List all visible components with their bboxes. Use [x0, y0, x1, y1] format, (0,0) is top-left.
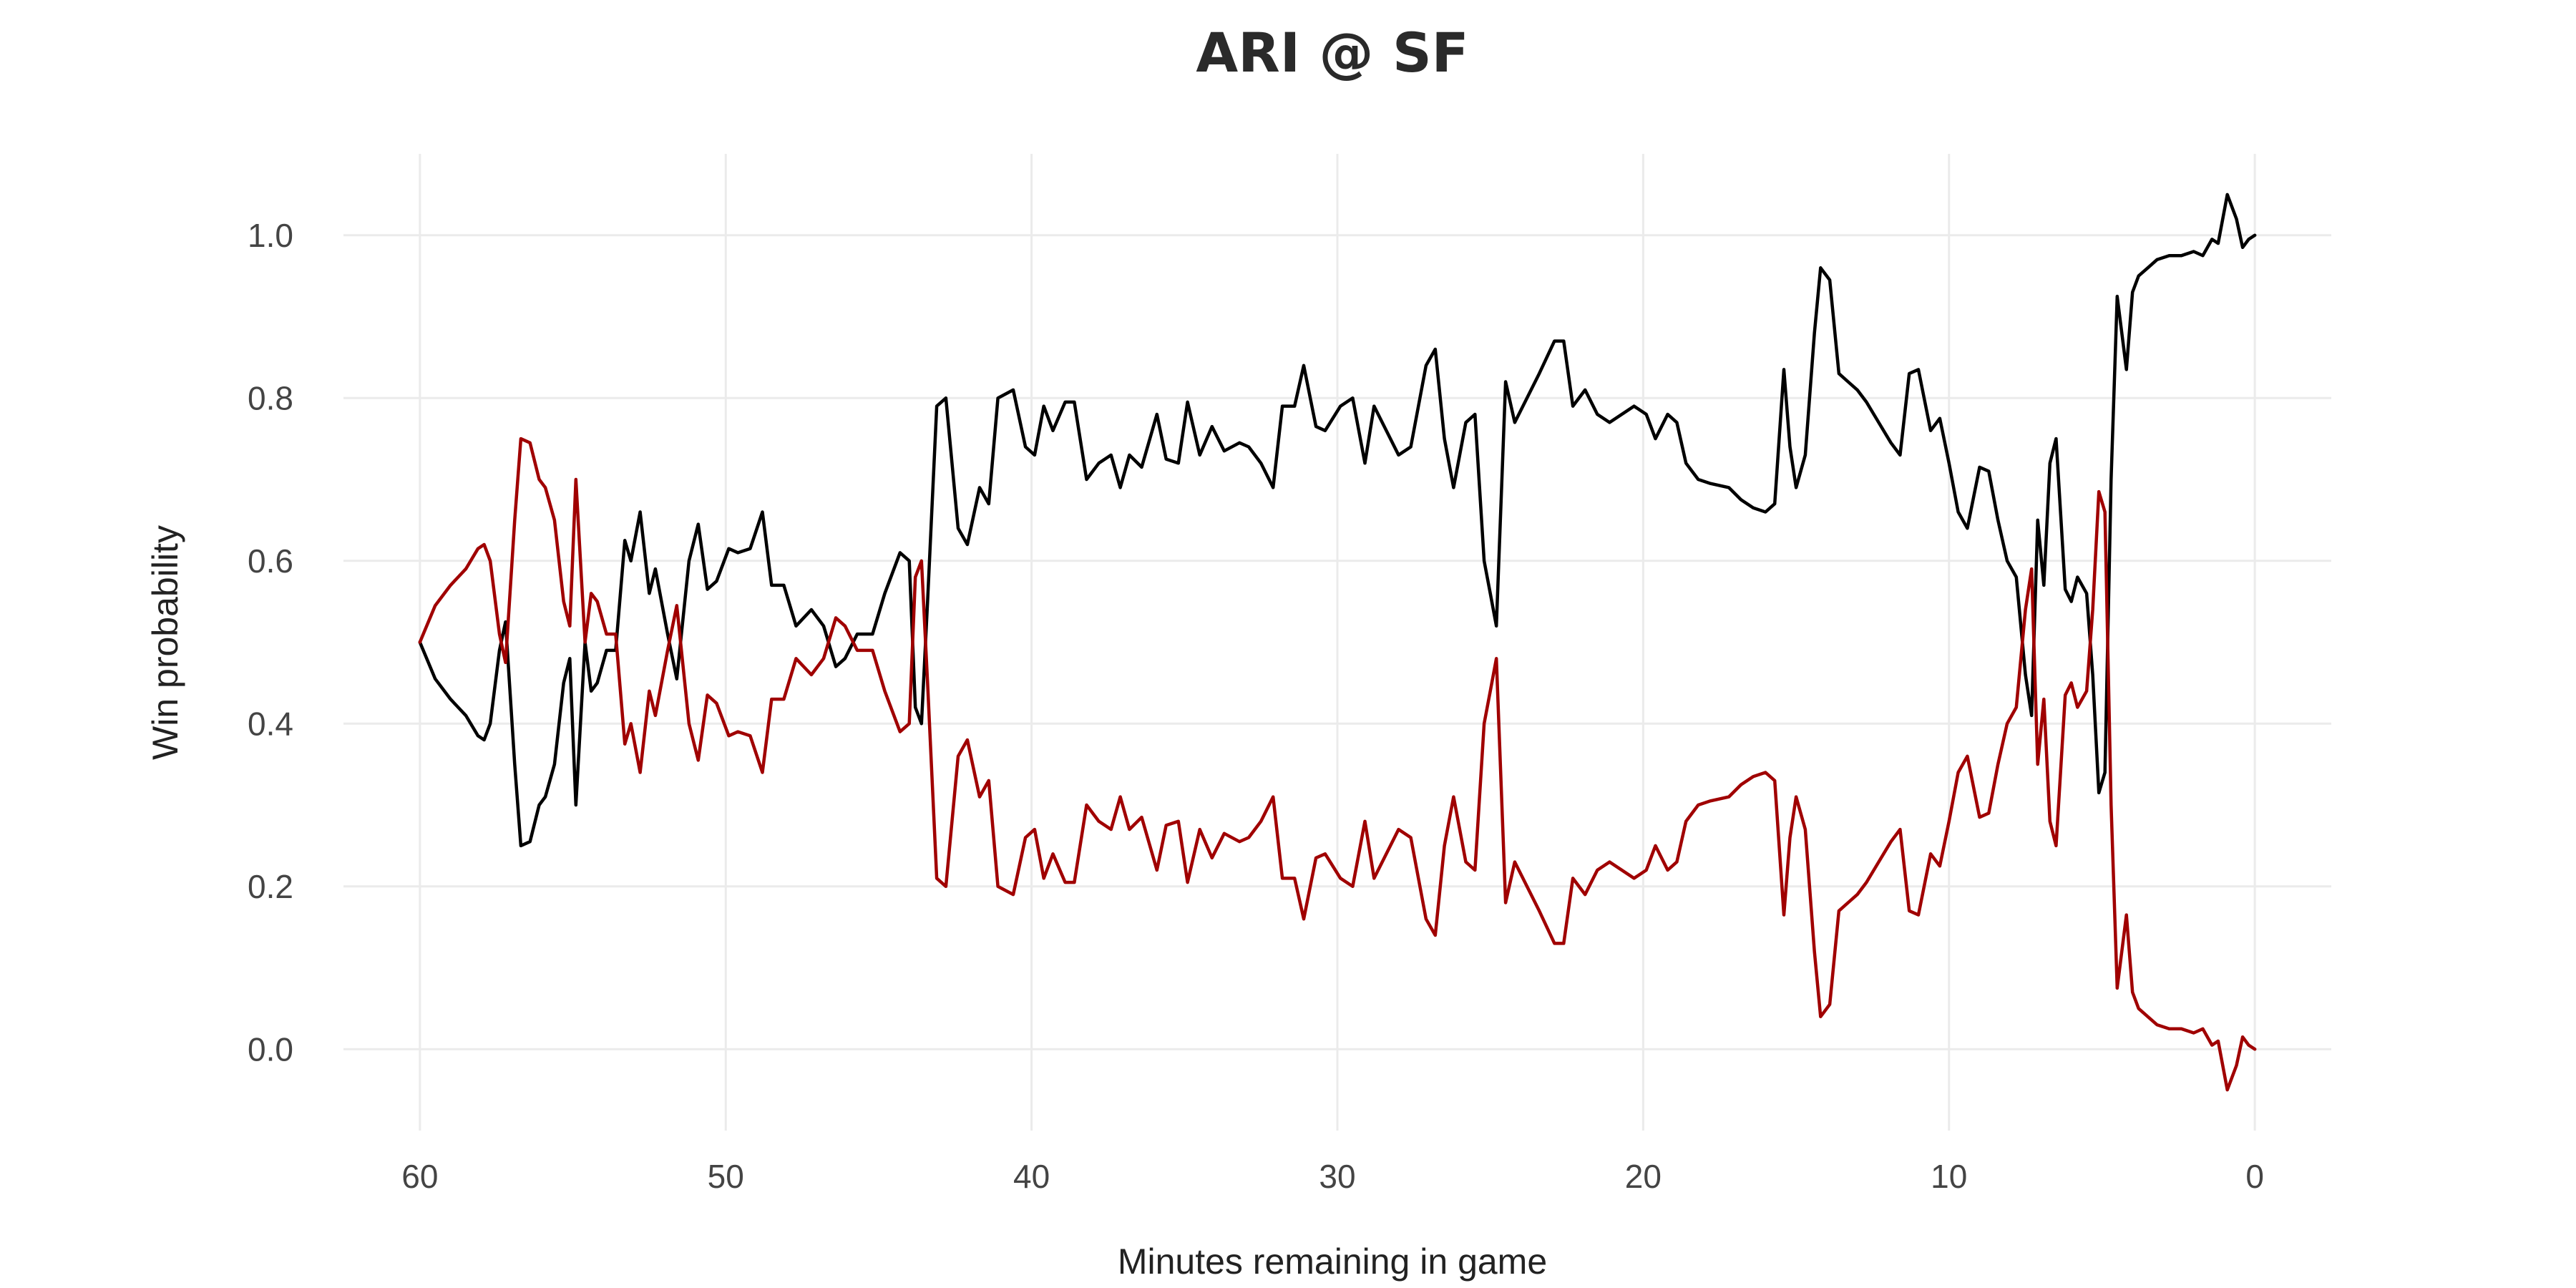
x-tick-label: 50 — [708, 1158, 744, 1195]
y-tick-label: 0.4 — [248, 705, 293, 742]
x-axis-title: Minutes remaining in game — [1118, 1241, 1547, 1282]
y-tick-label: 0.8 — [248, 379, 293, 416]
x-tick-label: 40 — [1013, 1158, 1050, 1195]
x-axis-ticks: 60 50 40 30 20 10 0 — [401, 1158, 2264, 1195]
series-line-2 — [418, 436, 2257, 1092]
chart-title: ARI @ SF — [1196, 21, 1468, 84]
x-tick-label: 20 — [1625, 1158, 1662, 1195]
y-tick-label: 0.2 — [248, 868, 293, 905]
series-lines — [418, 192, 2257, 1092]
y-tick-label: 0.0 — [248, 1030, 293, 1068]
series-line-1 — [418, 192, 2257, 848]
x-tick-label: 0 — [2245, 1158, 2264, 1195]
y-axis-title: Win probability — [145, 525, 185, 760]
y-tick-label: 1.0 — [248, 217, 293, 254]
x-tick-label: 10 — [1931, 1158, 1967, 1195]
y-axis-ticks: 0.0 0.2 0.4 0.6 0.8 1.0 — [248, 217, 293, 1068]
y-tick-label: 0.6 — [248, 542, 293, 580]
x-tick-label: 30 — [1319, 1158, 1355, 1195]
x-tick-label: 60 — [401, 1158, 438, 1195]
grid-lines — [343, 154, 2331, 1131]
